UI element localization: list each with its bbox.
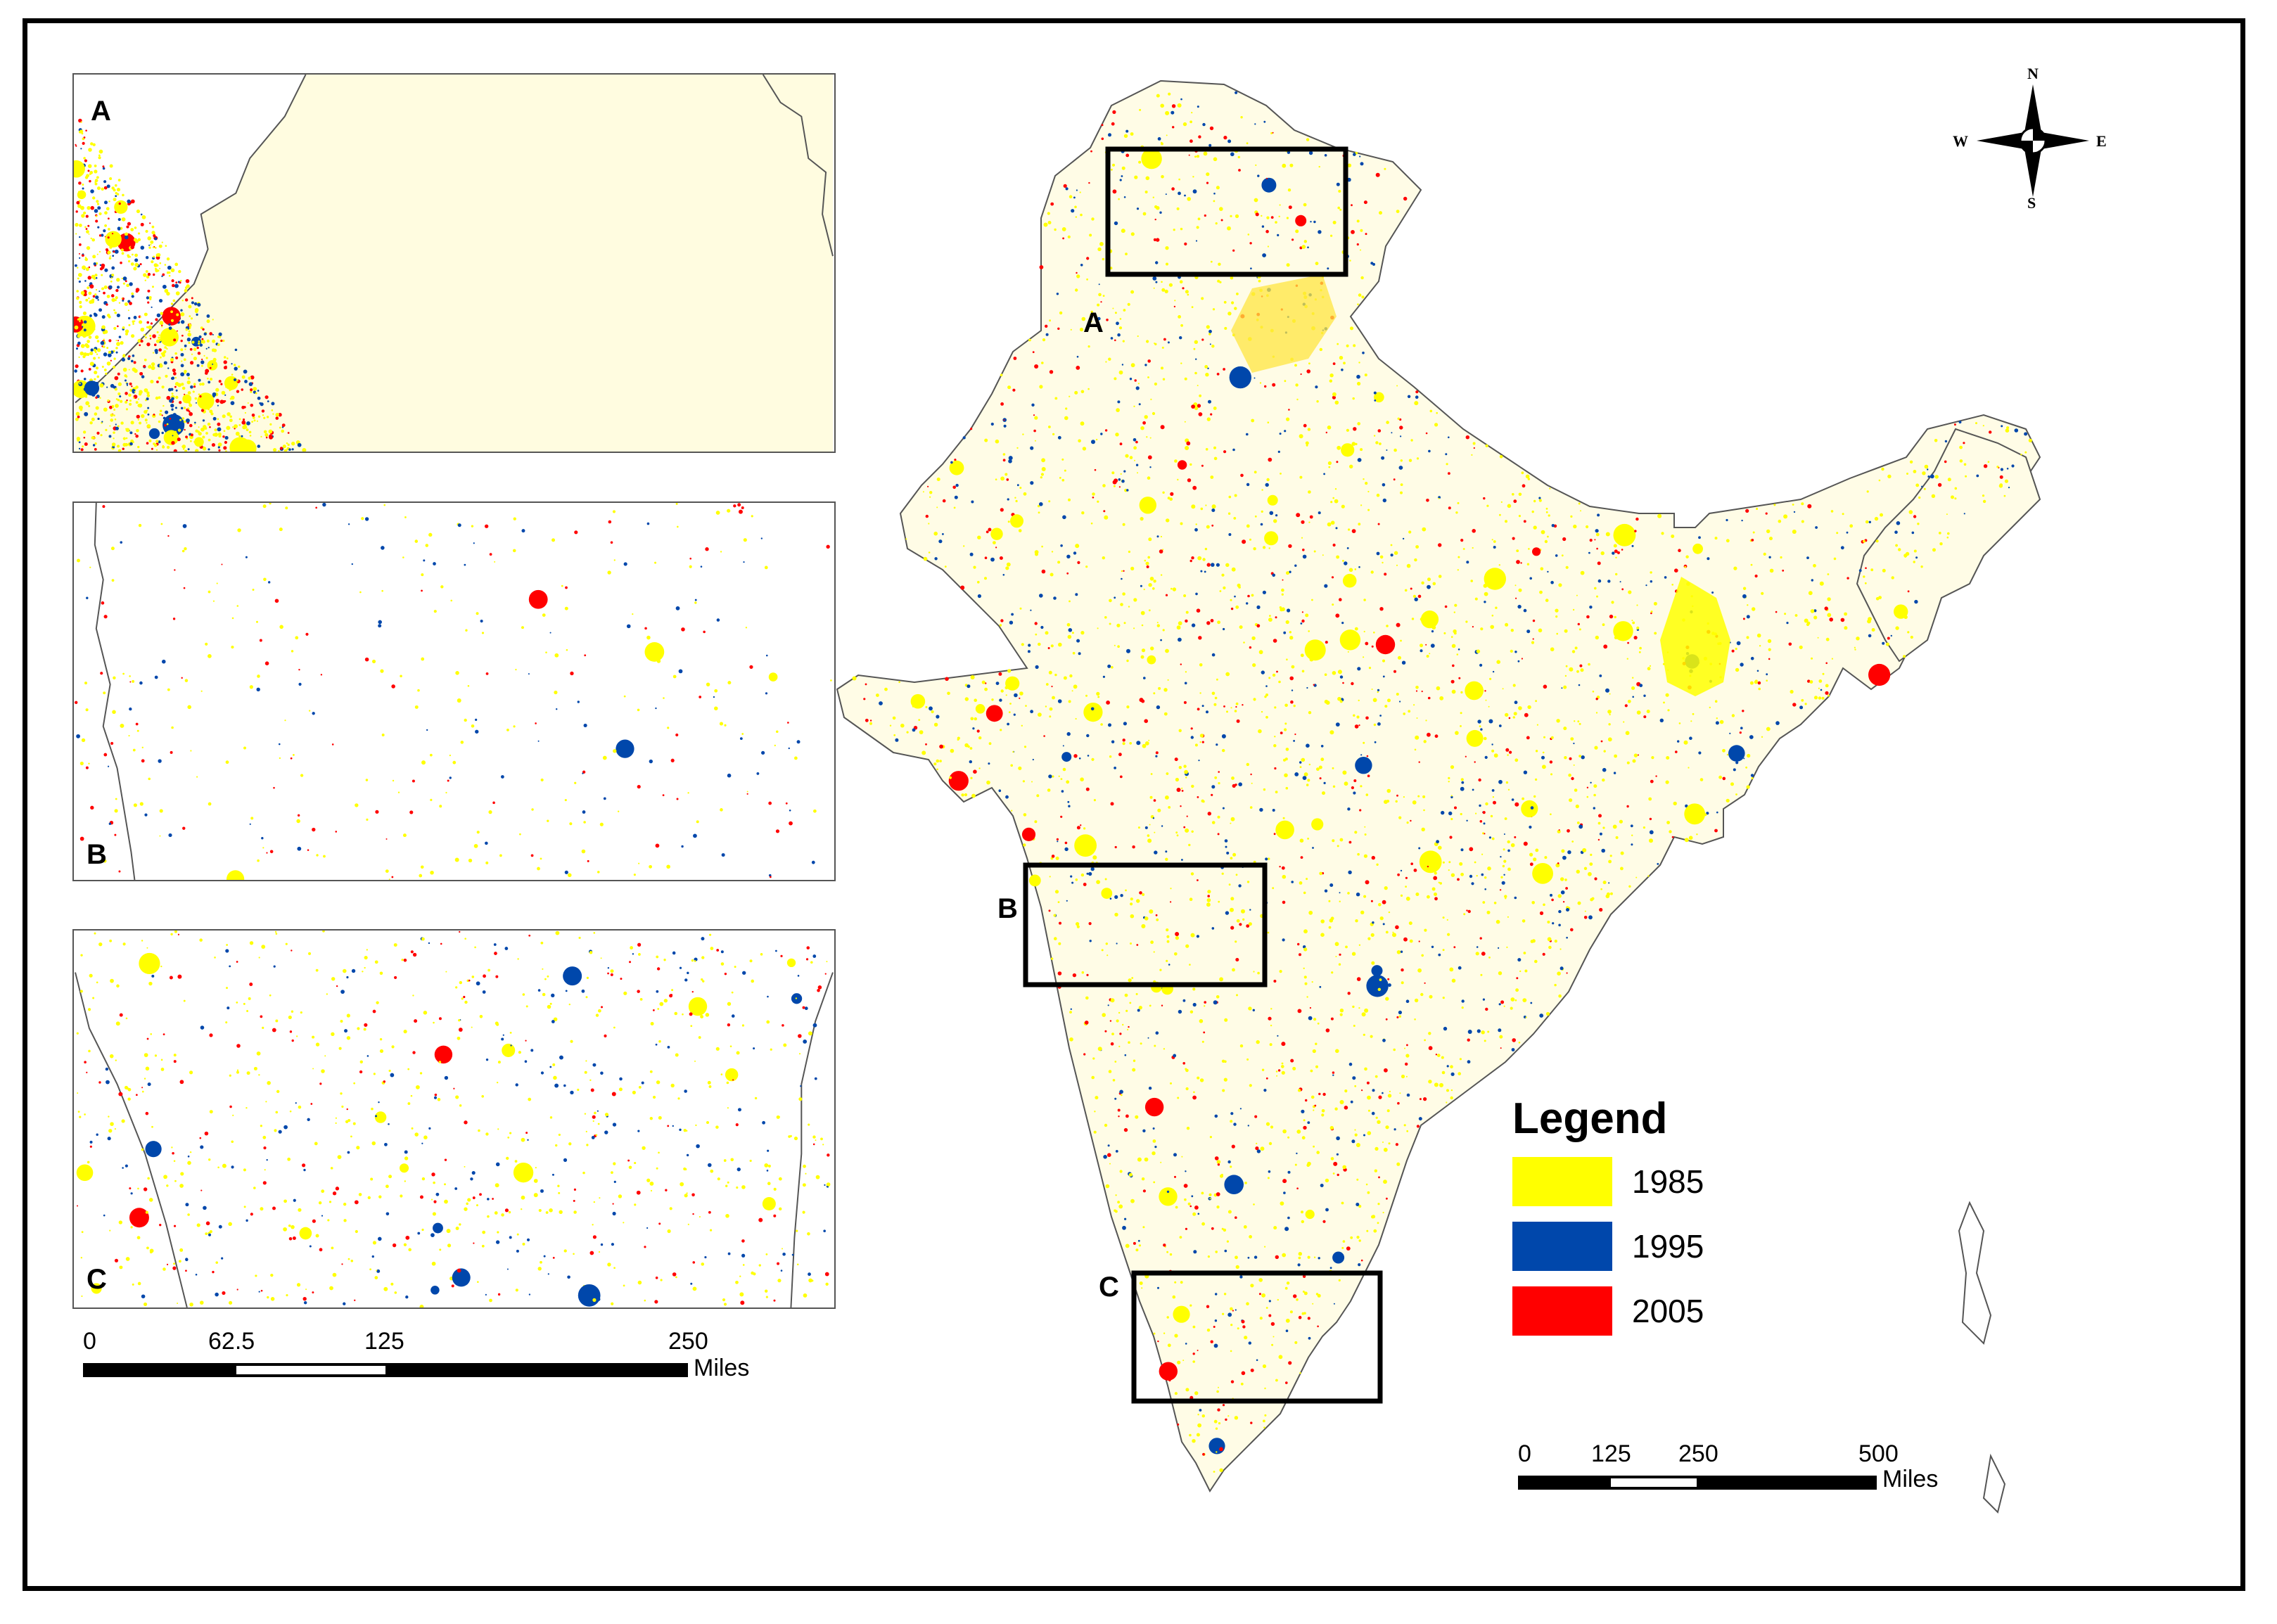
inset-scale-tick: 62.5 bbox=[208, 1328, 255, 1355]
box-label-a: A bbox=[1083, 307, 1104, 338]
inset-scale-unit: Miles bbox=[694, 1355, 750, 1381]
legend-swatch-1985 bbox=[1512, 1157, 1612, 1206]
compass-e: E bbox=[2096, 132, 2107, 150]
study-box-c bbox=[1131, 1270, 1383, 1404]
inset-map-c: C bbox=[72, 929, 836, 1309]
legend-title: Legend bbox=[1512, 1094, 1668, 1143]
legend-label-2005: 2005 bbox=[1632, 1293, 1704, 1329]
main-scale-tick: 0 bbox=[1518, 1440, 1531, 1467]
legend-label-1995: 1995 bbox=[1632, 1228, 1704, 1265]
inset-b-canvas bbox=[75, 503, 832, 880]
inset-a-label: A bbox=[91, 96, 111, 127]
study-box-b bbox=[1023, 862, 1268, 987]
india-map bbox=[836, 79, 2041, 1514]
inset-b-label: B bbox=[87, 839, 107, 870]
inset-map-a: A bbox=[72, 73, 836, 453]
box-label-b: B bbox=[997, 893, 1018, 924]
legend-swatch-2005 bbox=[1512, 1286, 1612, 1336]
legend-swatch-1995 bbox=[1512, 1222, 1612, 1271]
north-arrow-icon: N S W E bbox=[1953, 65, 2107, 212]
compass-s: S bbox=[2027, 194, 2036, 212]
inset-scale-tick: 125 bbox=[364, 1328, 404, 1355]
compass-n: N bbox=[2027, 65, 2039, 82]
main-scale-tick: 250 bbox=[1678, 1440, 1718, 1467]
inset-scale-bar-fill bbox=[83, 1363, 688, 1377]
main-scale-bar-segment bbox=[1611, 1478, 1697, 1487]
main-scale-tick: 500 bbox=[1858, 1440, 1899, 1467]
box-label-c: C bbox=[1099, 1272, 1119, 1303]
inset-c-canvas bbox=[75, 931, 834, 1307]
main-scale-unit: Miles bbox=[1882, 1466, 1939, 1492]
main-scale-bar-fill bbox=[1518, 1476, 1877, 1490]
main-scale-tick: 125 bbox=[1591, 1440, 1631, 1467]
legend-label-1985: 1985 bbox=[1632, 1163, 1704, 1200]
inset-scale-tick: 0 bbox=[83, 1328, 96, 1355]
inset-c-label: C bbox=[87, 1264, 107, 1295]
inset-map-b: B bbox=[72, 501, 836, 881]
inset-a-canvas bbox=[74, 75, 834, 452]
inset-scale-bar-segment bbox=[236, 1366, 385, 1374]
inset-scale-tick: 250 bbox=[668, 1328, 708, 1355]
compass-w: W bbox=[1953, 132, 1968, 150]
study-box-a bbox=[1105, 146, 1348, 277]
legend: Legend 1985 1995 2005 bbox=[1512, 1094, 1752, 1354]
map-frame bbox=[23, 18, 2245, 1591]
